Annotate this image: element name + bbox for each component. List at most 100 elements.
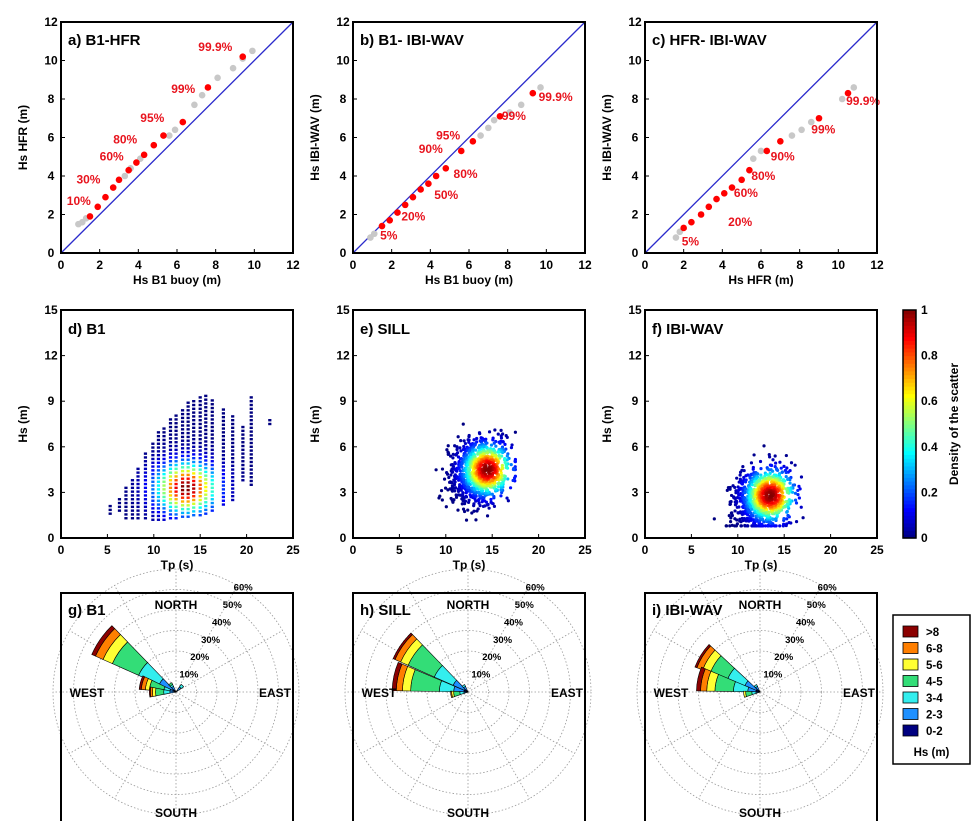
density-point — [210, 429, 214, 433]
quantile-point-red — [496, 113, 504, 120]
density-point — [204, 417, 208, 420]
density-point — [143, 482, 148, 486]
density-point — [174, 422, 178, 425]
rose-spoke — [698, 691, 761, 799]
density-point — [231, 487, 235, 490]
plot-border — [60, 21, 294, 254]
density-point — [192, 400, 196, 403]
density-point — [186, 443, 190, 446]
density-point — [204, 474, 208, 477]
density-point — [459, 488, 463, 492]
density-point — [192, 464, 196, 467]
density-point — [204, 421, 208, 424]
density-point — [493, 451, 497, 455]
rose-petal-segment — [91, 625, 116, 657]
density-point — [760, 517, 765, 521]
density-point — [162, 446, 166, 449]
quantile-point-gray — [121, 172, 129, 180]
density-point — [162, 442, 166, 445]
rose-spoke — [406, 691, 469, 799]
density-point — [162, 469, 166, 472]
density-point — [210, 403, 214, 406]
ring-label: 20% — [774, 652, 794, 663]
density-point — [221, 434, 225, 438]
legend-label: 4-5 — [926, 677, 943, 689]
density-point — [143, 513, 148, 516]
density-point — [513, 459, 517, 463]
density-point — [180, 435, 185, 439]
density-point — [198, 460, 202, 464]
y-tick-label: 8 — [632, 92, 639, 106]
rose-spoke — [114, 691, 177, 799]
density-point — [210, 448, 214, 452]
density-point — [124, 509, 128, 512]
density-point — [249, 415, 253, 418]
density-point — [221, 415, 225, 419]
density-point — [231, 430, 235, 433]
density-point — [143, 479, 148, 482]
density-point — [130, 490, 135, 493]
density-point — [221, 457, 225, 461]
density-point — [180, 420, 185, 423]
density-point — [458, 446, 462, 450]
density-point — [156, 518, 161, 521]
colorbar-segment — [903, 469, 916, 474]
quantile-point-gray — [757, 147, 765, 155]
quantile-point-red — [738, 176, 745, 184]
density-point — [496, 450, 500, 454]
density-point — [470, 511, 474, 515]
rose-petal-segment — [168, 682, 174, 687]
density-point — [192, 457, 196, 460]
density-point — [174, 498, 178, 501]
density-point — [451, 456, 455, 460]
quantile-point-gray — [198, 91, 206, 99]
density-point — [467, 468, 472, 472]
density-point — [455, 445, 459, 449]
density-point — [508, 486, 513, 490]
rose-ring — [718, 650, 802, 734]
density-point — [143, 456, 148, 459]
density-point — [204, 478, 208, 481]
percentile-label: 80% — [751, 169, 775, 183]
density-point — [174, 486, 178, 490]
density-point — [249, 479, 253, 483]
density-point — [198, 472, 202, 475]
rose-spoke — [175, 691, 238, 799]
density-point — [210, 475, 214, 478]
density-point — [241, 433, 245, 436]
density-point — [186, 420, 190, 423]
density-point — [454, 493, 458, 497]
density-point — [477, 490, 481, 495]
density-point — [231, 476, 235, 479]
density-point — [448, 454, 453, 458]
density-point — [204, 409, 208, 413]
density-point — [221, 423, 225, 426]
quantile-point-red — [94, 203, 102, 211]
density-point — [241, 475, 245, 478]
colorbar-segment — [903, 325, 916, 330]
density-point — [770, 500, 774, 505]
density-point — [180, 428, 185, 431]
density-point — [249, 422, 253, 426]
density-point — [499, 436, 504, 440]
density-point — [742, 475, 746, 480]
density-point — [751, 467, 755, 471]
rose-ring — [447, 671, 489, 713]
density-point — [198, 457, 202, 460]
y-tick-label: 12 — [44, 15, 58, 29]
rose-spoke — [467, 691, 575, 754]
x-tick-label: 12 — [578, 258, 592, 272]
density-point — [108, 508, 112, 512]
colorbar-segment — [903, 386, 916, 391]
density-point — [799, 475, 804, 479]
density-point — [136, 509, 140, 512]
colorbar-segment — [903, 359, 916, 364]
density-point — [192, 430, 196, 433]
density-point — [204, 440, 208, 443]
density-point — [462, 478, 466, 482]
density-point — [168, 425, 173, 429]
rose-petal-segment — [149, 686, 152, 698]
density-point — [737, 505, 741, 509]
density-point — [168, 452, 173, 455]
percentile-label: 80% — [113, 132, 137, 146]
